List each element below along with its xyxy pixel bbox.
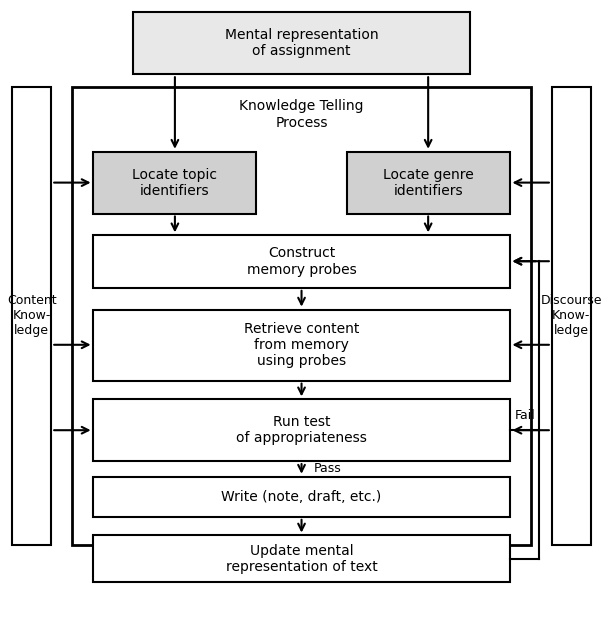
Text: Update mental
representation of text: Update mental representation of text <box>226 543 378 574</box>
Text: Locate topic
identifiers: Locate topic identifiers <box>132 168 217 197</box>
Text: Knowledge Telling
Process: Knowledge Telling Process <box>239 100 364 129</box>
Text: Content
Know-
ledge: Content Know- ledge <box>7 294 57 337</box>
Text: Run test
of appropriateness: Run test of appropriateness <box>236 415 367 445</box>
FancyBboxPatch shape <box>94 235 510 288</box>
Text: Pass: Pass <box>314 462 341 475</box>
Text: Locate genre
identifiers: Locate genre identifiers <box>383 168 474 197</box>
FancyBboxPatch shape <box>552 87 591 545</box>
FancyBboxPatch shape <box>94 477 510 517</box>
FancyBboxPatch shape <box>94 310 510 381</box>
Text: Discourse
Know-
ledge: Discourse Know- ledge <box>541 294 602 337</box>
FancyBboxPatch shape <box>347 152 510 214</box>
Text: Construct
memory probes: Construct memory probes <box>247 246 356 277</box>
FancyBboxPatch shape <box>94 535 510 582</box>
Text: Fail: Fail <box>515 409 535 422</box>
FancyBboxPatch shape <box>12 87 51 545</box>
Text: Write (note, draft, etc.): Write (note, draft, etc.) <box>222 490 382 504</box>
FancyBboxPatch shape <box>94 399 510 461</box>
Text: Mental representation
of assignment: Mental representation of assignment <box>225 28 378 58</box>
Text: Retrieve content
from memory
using probes: Retrieve content from memory using probe… <box>244 322 359 368</box>
FancyBboxPatch shape <box>133 12 470 74</box>
FancyBboxPatch shape <box>94 152 256 214</box>
